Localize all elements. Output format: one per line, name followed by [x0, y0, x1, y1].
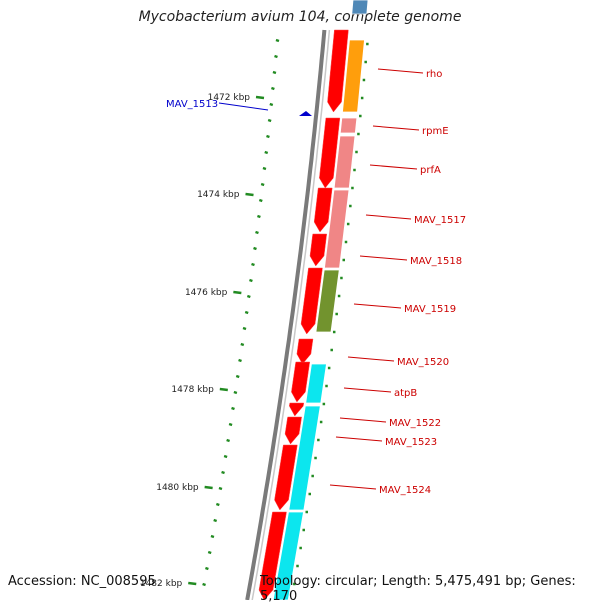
gene-label-line: [329, 484, 377, 490]
forward-gene-arrow[interactable]: [327, 29, 349, 113]
scale-dot: [240, 342, 245, 347]
scale-dot: [242, 326, 247, 331]
gene-label[interactable]: atpB: [394, 388, 417, 399]
tick-label: 1476 kbp: [185, 288, 228, 298]
scale-dot: [251, 262, 255, 267]
scale-dot: [202, 582, 206, 587]
scale-dot: [221, 470, 225, 475]
function-category-block[interactable]: [342, 39, 365, 113]
map-title: Mycobacterium avium 104, complete genome: [138, 9, 462, 25]
accession-text: Accession: NC_008595: [8, 574, 156, 589]
gene-label-line: [339, 417, 387, 423]
scale-dot: [223, 454, 228, 459]
scale-dot: [235, 374, 240, 379]
gene-label[interactable]: MAV_1520: [397, 357, 449, 368]
scale-dot: [271, 86, 275, 91]
scale-dot: [238, 358, 242, 363]
function-category-block[interactable]: [315, 269, 340, 333]
gene-label[interactable]: MAV_1524: [379, 485, 431, 496]
scale-dot: [215, 502, 220, 507]
forward-gene-arrow[interactable]: [296, 338, 314, 365]
tick-label: 1472 kbp: [208, 93, 251, 103]
gene-label[interactable]: MAV_1522: [389, 418, 441, 429]
gene-label-line: [372, 125, 420, 131]
gene-label[interactable]: MAV_1518: [410, 256, 462, 267]
scale-dot: [264, 150, 269, 155]
scale-dot: [257, 214, 261, 219]
forward-gene-arrow[interactable]: [313, 187, 333, 233]
scale-dot: [266, 134, 270, 139]
function-category-block[interactable]: [324, 189, 350, 269]
scale-dot: [275, 38, 280, 43]
scale-dot: [255, 230, 259, 235]
forward-gene-arrow[interactable]: [284, 416, 302, 445]
function-category-block[interactable]: [288, 405, 321, 511]
backbone-line: [245, 29, 327, 600]
gene-label-line: [377, 68, 424, 74]
gene-label-line: [335, 436, 383, 442]
scale-dot: [249, 278, 253, 283]
function-category-block[interactable]: [272, 511, 304, 600]
forward-gene-arrow[interactable]: [309, 233, 328, 267]
scale-dot: [218, 486, 223, 491]
scale-dot: [274, 54, 278, 59]
scale-dot: [253, 246, 257, 251]
forward-gene-arrow[interactable]: [291, 361, 311, 403]
gene-label-line: [353, 303, 402, 309]
scale-dot: [244, 310, 249, 315]
backbone-line-inner: [251, 29, 331, 600]
tick-mark: [245, 192, 254, 197]
forward-gene-arrow[interactable]: [274, 444, 298, 511]
scale-dot: [231, 406, 235, 411]
function-category-block[interactable]: [333, 135, 356, 189]
tick-mark: [219, 387, 228, 392]
gene-label-line: [343, 387, 392, 393]
function-category-block[interactable]: [351, 0, 369, 15]
gene-label[interactable]: rho: [426, 69, 442, 80]
gene-label[interactable]: MAV_1517: [414, 215, 466, 226]
forward-gene-arrow[interactable]: [258, 511, 287, 600]
scale-dot: [205, 566, 209, 571]
gene-label-line: [365, 214, 412, 220]
tick-mark: [255, 95, 265, 100]
tick-mark: [233, 290, 242, 295]
gene-label-line: [347, 356, 395, 362]
forward-gene-arrow[interactable]: [319, 117, 341, 189]
gene-label-line: [359, 255, 408, 261]
scale-dot: [233, 390, 238, 395]
scale-dot: [272, 70, 277, 75]
scale-dot: [210, 534, 215, 539]
scale-dot: [246, 294, 251, 299]
tick-label: 1474 kbp: [197, 190, 240, 200]
tick-label: 1480 kbp: [156, 483, 199, 493]
scale-dot: [269, 102, 274, 107]
feature-label[interactable]: MAV_1513: [166, 99, 218, 110]
scale-dot: [260, 182, 265, 187]
scale-dot: [213, 518, 218, 523]
tick-label: 1482 kbp: [140, 579, 183, 589]
scale-dot: [226, 438, 231, 443]
gene-label-line: [369, 164, 418, 170]
scale-dot: [228, 422, 233, 427]
forward-gene-arrow[interactable]: [300, 267, 323, 335]
feature-triangle-icon[interactable]: [299, 111, 312, 116]
scale-dot: [258, 198, 263, 203]
feature-label-line: [218, 102, 269, 111]
tick-mark: [188, 581, 197, 586]
gene-label[interactable]: MAV_1523: [385, 437, 437, 448]
tick-label: 1478 kbp: [171, 385, 214, 395]
function-category-block[interactable]: [339, 117, 358, 134]
scale-dot: [267, 118, 272, 123]
gene-label[interactable]: rpmE: [422, 126, 449, 137]
function-category-block[interactable]: [305, 363, 327, 404]
scale-dot: [262, 166, 267, 171]
forward-gene-arrow[interactable]: [289, 402, 305, 417]
gene-label[interactable]: prfA: [420, 165, 441, 176]
tick-mark: [204, 485, 213, 490]
scale-dot: [207, 550, 212, 555]
gene-label[interactable]: MAV_1519: [404, 304, 456, 315]
